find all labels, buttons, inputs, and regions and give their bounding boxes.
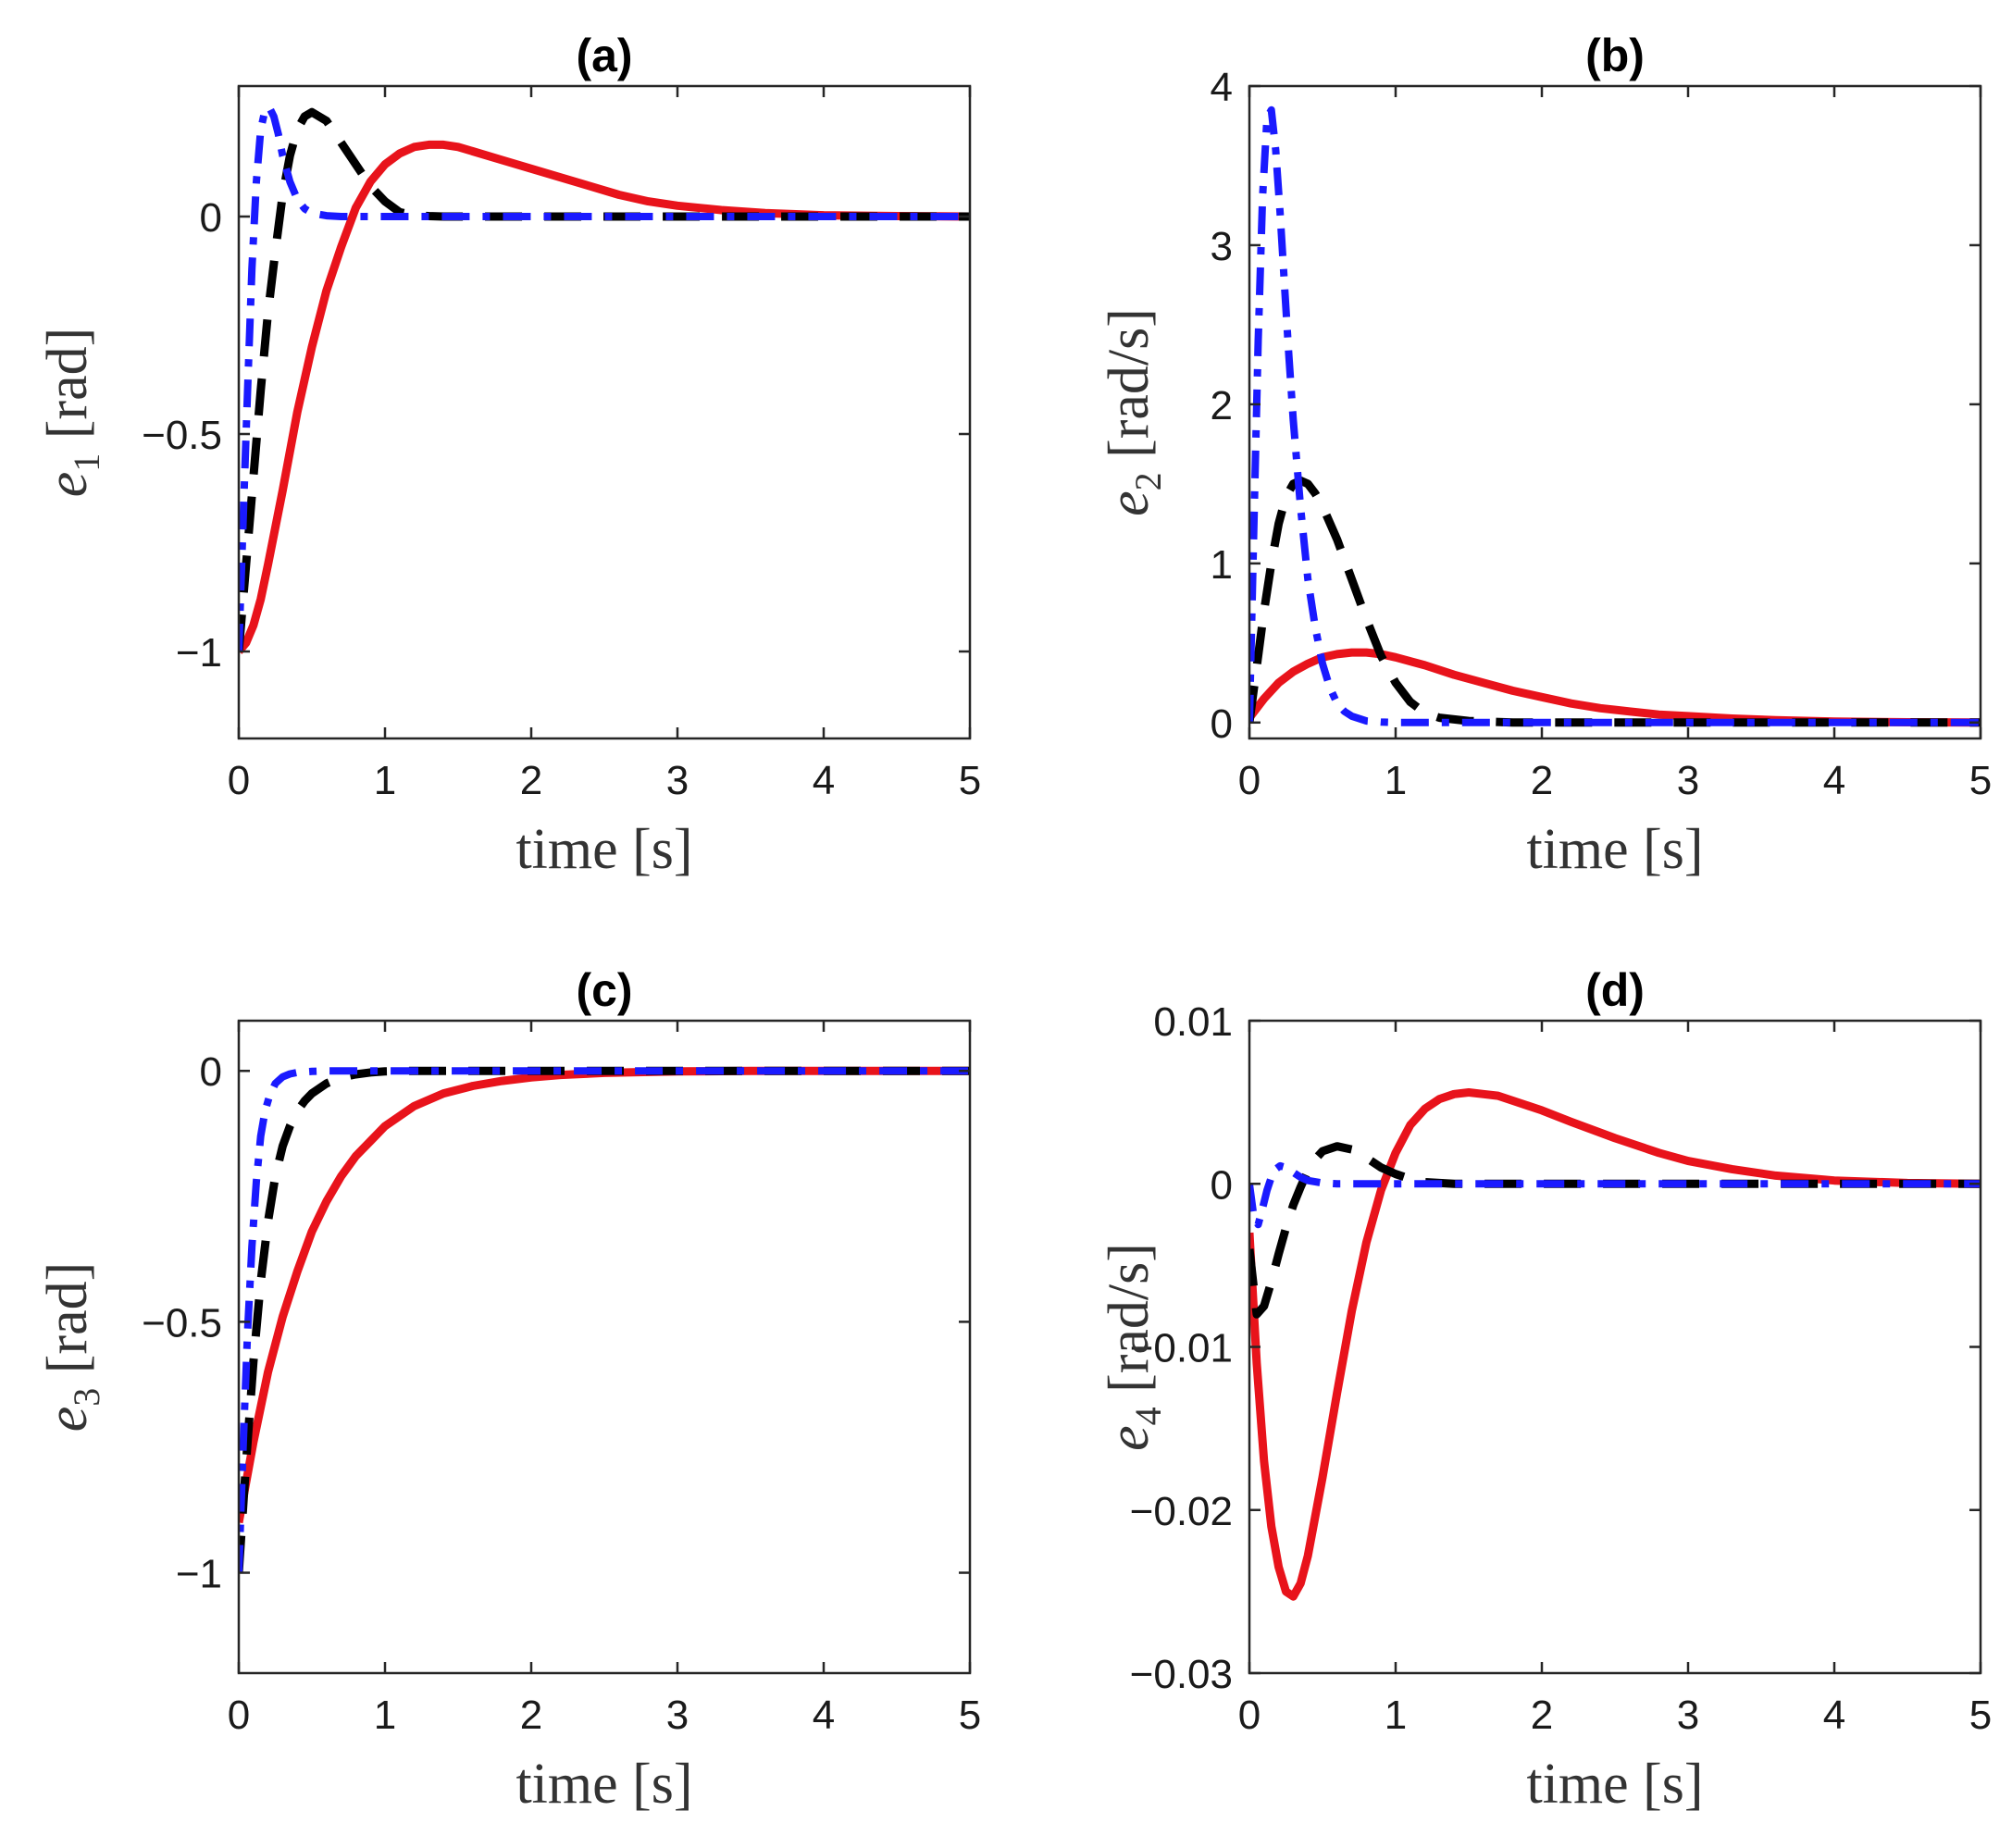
x-tick-label: 1 — [374, 1693, 396, 1738]
y-axis-label-sub: 3 — [66, 1388, 107, 1407]
x-tick-label: 1 — [1385, 758, 1407, 803]
y-tick-label: −1 — [176, 630, 222, 676]
axes-box — [237, 84, 972, 740]
y-axis-label-sub: 1 — [66, 453, 107, 472]
x-tick-label: 5 — [959, 758, 981, 803]
x-tick-label: 2 — [1531, 1693, 1553, 1738]
y-tick-label: 2 — [1211, 383, 1233, 428]
series-line-blue-dashdot — [1249, 1161, 1981, 1229]
y-tick-label: 1 — [1211, 542, 1233, 588]
x-tick-label: 4 — [813, 1693, 835, 1738]
x-tick-label: 5 — [959, 1693, 981, 1738]
x-tick-label: 0 — [228, 758, 250, 803]
x-tick-label: 0 — [1238, 758, 1261, 803]
series-group — [239, 1066, 970, 1573]
y-axis-label-var: e — [36, 472, 99, 498]
y-tick-label: 0.01 — [1153, 999, 1233, 1045]
y-tick-label: 0 — [200, 1049, 222, 1095]
plot-area — [1249, 1021, 1981, 1673]
x-tick-label: 3 — [1677, 1693, 1699, 1738]
x-tick-label: 2 — [520, 758, 542, 803]
y-tick-label: −0.03 — [1130, 1652, 1233, 1697]
x-axis-label: time [s] — [515, 818, 692, 881]
y-tick-label: −0.02 — [1130, 1489, 1233, 1534]
x-tick-label: 4 — [813, 758, 835, 803]
y-tick-label: 0 — [200, 195, 222, 241]
panel-a: 0 1 2 3 4 5−1−0.50(a)time [s]e1 [rad] — [36, 30, 981, 881]
plot-area — [239, 1021, 970, 1673]
series-line-blue-dashdot — [239, 1067, 970, 1573]
y-axis-label-unit: [rad/s] — [1098, 308, 1161, 472]
x-tick-label: 3 — [1677, 758, 1699, 803]
series-group — [239, 104, 970, 654]
x-axis-label: time [s] — [1526, 818, 1703, 881]
series-line-red-solid — [1249, 1088, 1981, 1601]
y-tick-label: 0 — [1211, 701, 1233, 747]
plot-area — [239, 86, 970, 738]
y-tick-label: 0 — [1211, 1162, 1233, 1208]
axes-box — [1248, 84, 1982, 740]
y-axis-label-unit: [rad] — [36, 1262, 99, 1388]
panel-title: (a) — [576, 30, 632, 81]
y-tick-label: −0.5 — [142, 413, 222, 458]
y-axis-label-var: e — [1098, 490, 1161, 516]
x-axis-label: time [s] — [515, 1753, 692, 1816]
axes-box — [237, 1019, 972, 1675]
y-axis-label: e1 [rad] — [36, 328, 107, 498]
plot-area — [1249, 86, 1981, 738]
panel-title: (d) — [1585, 964, 1645, 1016]
y-axis-label-unit: [rad/s] — [1098, 1243, 1161, 1407]
x-tick-label: 3 — [666, 758, 689, 803]
y-axis-label-sub: 2 — [1127, 472, 1169, 490]
y-tick-label: −1 — [176, 1552, 222, 1597]
y-axis-label-var: e — [1098, 1425, 1161, 1451]
y-tick-label: 4 — [1211, 65, 1233, 110]
x-tick-label: 0 — [228, 1693, 250, 1738]
y-axis-label: e4 [rad/s] — [1098, 1243, 1169, 1451]
x-tick-label: 5 — [1969, 758, 1992, 803]
series-line-red-solid — [239, 140, 970, 654]
x-tick-label: 4 — [1823, 758, 1845, 803]
x-tick-label: 1 — [374, 758, 396, 803]
x-tick-label: 3 — [666, 1693, 689, 1738]
series-group — [1249, 1088, 1981, 1601]
x-tick-label: 2 — [520, 1693, 542, 1738]
y-axis-label-unit: [rad] — [36, 328, 99, 453]
y-tick-label: −0.5 — [142, 1300, 222, 1346]
y-axis-label: e2 [rad/s] — [1098, 308, 1169, 516]
y-tick-label: 3 — [1211, 224, 1233, 269]
y-tick-label: −0.01 — [1130, 1326, 1233, 1371]
series-line-blue-dashdot — [239, 104, 970, 652]
panel-title: (b) — [1585, 30, 1645, 81]
panel-title: (c) — [576, 964, 632, 1016]
x-tick-label: 5 — [1969, 1693, 1992, 1738]
x-tick-label: 4 — [1823, 1693, 1845, 1738]
panel-d: 0 1 2 3 4 5 −0.03 −0.02 −0.01 0 0.01 (d) time [s] e4 … — [1098, 964, 1992, 1816]
x-tick-label: 2 — [1531, 758, 1553, 803]
y-axis-label: e3 [rad] — [36, 1262, 107, 1433]
x-axis-label: time [s] — [1526, 1753, 1703, 1816]
panel-c: 0 1 2 3 4 5−1−0.50(c)time [s]e3 [rad] — [36, 964, 981, 1816]
x-tick-label: 0 — [1238, 1693, 1261, 1738]
x-tick-label: 1 — [1385, 1693, 1407, 1738]
series-line-blue-dashdot — [1249, 105, 1981, 726]
y-axis-label-var: e — [36, 1407, 99, 1433]
series-line-red-solid — [1249, 648, 1981, 727]
series-group — [1249, 105, 1981, 727]
series-line-black-dashed — [1249, 476, 1981, 727]
y-axis-label-sub: 4 — [1127, 1407, 1169, 1425]
